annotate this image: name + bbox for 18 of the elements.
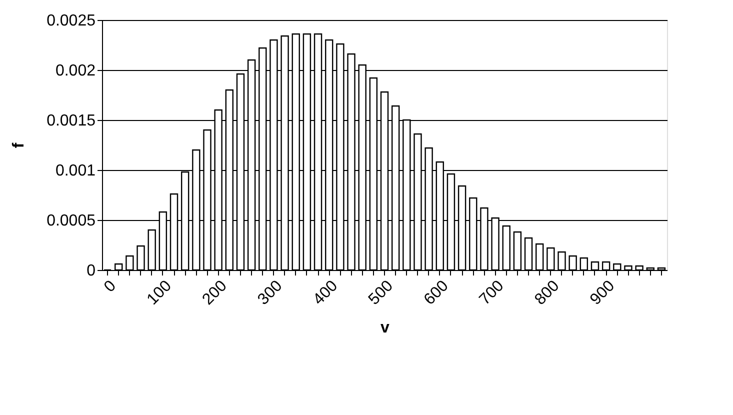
x-tick-label: 600	[421, 277, 452, 308]
x-axis-title: v	[380, 320, 390, 337]
x-tick-label: 700	[476, 277, 508, 308]
x-tick-label: 0	[101, 277, 120, 296]
y-tick-label: 0.0005	[46, 212, 96, 230]
y-tick-label: 0.0025	[46, 12, 96, 30]
x-tick-label: 100	[144, 277, 176, 308]
x-tick-label: 800	[532, 277, 563, 308]
x-tick-label: 200	[199, 277, 230, 308]
x-tick-label: 300	[254, 277, 286, 308]
x-tick-label: 400	[310, 277, 342, 308]
x-tick-label: 900	[587, 277, 618, 308]
y-axis-title: f	[10, 142, 28, 148]
y-tick-label: 0	[86, 262, 96, 280]
y-tick-label: 0.0015	[46, 112, 96, 130]
y-tick-label: 0.001	[55, 162, 96, 180]
x-tick-label: 500	[366, 277, 397, 308]
y-tick-label: 0.002	[55, 62, 96, 80]
